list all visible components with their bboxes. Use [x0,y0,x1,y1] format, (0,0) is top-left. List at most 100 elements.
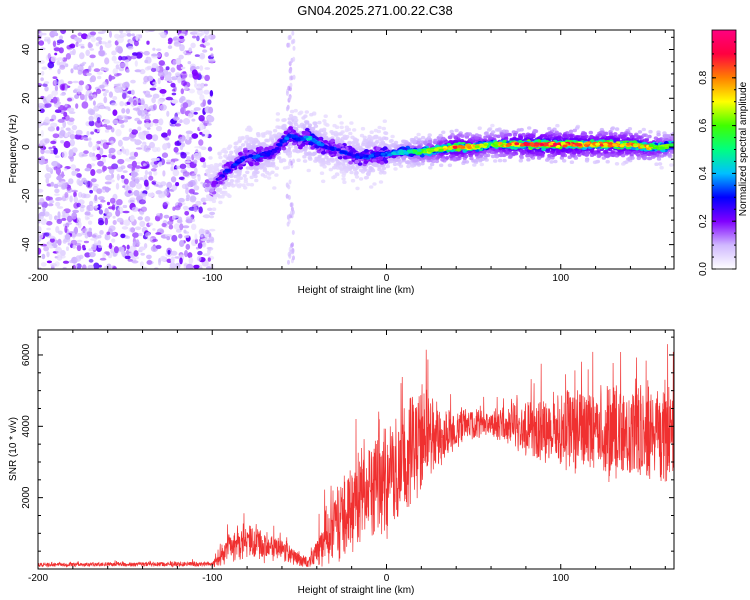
noise-speckle [176,63,184,71]
ridge-halo [490,154,496,159]
noise-speckle [99,257,107,261]
noise-speckle [181,80,187,86]
ridge-halo [393,167,398,171]
ridge-halo [562,159,567,163]
noise-speckle [133,151,139,157]
ridge-halo [311,126,316,131]
ridge-halo [279,158,284,163]
noise-speckle [69,111,76,114]
noise-speckle [123,219,131,226]
noise-speckle [50,140,57,145]
noise-speckle [44,158,49,162]
noise-speckle [63,140,71,149]
ridge-halo [341,173,346,178]
noise-speckle [154,123,159,126]
noise-speckle [75,263,82,269]
noise-speckle [143,175,148,180]
noise-speckle [197,242,203,249]
noise-speckle [122,81,130,89]
noise-speckle [39,211,46,217]
ridge-halo [404,141,409,145]
ridge-halo [572,150,577,155]
noise-speckle [45,221,53,226]
noise-speckle [178,54,184,60]
ridge-halo [423,140,428,144]
ridge-halo [602,150,608,154]
noise-speckle [151,53,158,57]
ridge-halo [270,138,275,143]
noise-speckle [90,169,96,176]
noise-speckle [169,262,176,269]
noise-speckle [175,152,181,155]
noise-speckle [182,51,187,54]
noise-speckle [122,170,128,174]
noise-speckle [38,59,45,65]
ridge-halo [237,147,242,152]
noise-speckle [73,191,77,198]
ridge-halo [246,182,251,187]
noise-speckle [66,215,73,223]
ridge-halo [460,134,465,138]
noise-speckle [40,218,47,225]
noise-speckle [52,133,60,139]
noise-streak [291,230,295,235]
ridge-halo [302,159,308,163]
noise-speckle [81,136,88,140]
ridge-halo [474,136,480,140]
noise-speckle [94,194,98,201]
ridge-halo [331,165,337,170]
noise-speckle [156,52,162,58]
noise-speckle [193,152,201,159]
ridge-halo [256,133,261,138]
ridge-halo [416,161,421,166]
ridge-halo [595,136,600,140]
ridge-halo [572,128,577,133]
noise-speckle [134,241,141,246]
noise-speckle [71,189,78,193]
noise-speckle [92,186,99,192]
ridge-halo [340,139,345,144]
noise-speckle [200,234,204,238]
noise-streak [288,179,292,185]
noise-speckle [54,193,60,196]
noise-streak [289,202,293,208]
ridge-halo [218,200,223,205]
ridge-halo [537,152,543,156]
noise-speckle [68,259,76,264]
noise-speckle [148,171,153,177]
noise-speckle [159,89,167,94]
ridge-halo [626,157,631,161]
noise-speckle [61,84,65,91]
ridge-halo [553,159,558,164]
noise-speckle [195,87,203,91]
noise-speckle [43,211,50,217]
noise-speckle [104,89,109,94]
ridge-halo [577,150,582,154]
noise-speckle [149,141,155,149]
ridge-halo [227,153,233,158]
noise-speckle [65,63,69,68]
noise-speckle [146,254,152,260]
noise-speckle [139,220,146,228]
ridge-halo [372,182,377,186]
noise-speckle [136,120,143,125]
noise-speckle [158,32,165,36]
ridge-halo [377,167,382,172]
noise-speckle [103,119,111,125]
noise-speckle [105,125,113,130]
noise-speckle [111,50,117,56]
ridge-halo [234,179,239,183]
noise-speckle [119,30,124,34]
noise-speckle [72,209,79,214]
ridge-halo [449,129,454,134]
noise-speckle [52,96,58,104]
noise-speckle [79,204,86,209]
noise-speckle [180,151,185,156]
ridge-halo [288,114,294,118]
ridge-halo [495,148,500,153]
ridge-halo [554,130,559,135]
noise-speckle [41,253,46,260]
noise-speckle [112,220,117,225]
noise-speckle [182,102,189,109]
noise-speckle [44,173,52,179]
